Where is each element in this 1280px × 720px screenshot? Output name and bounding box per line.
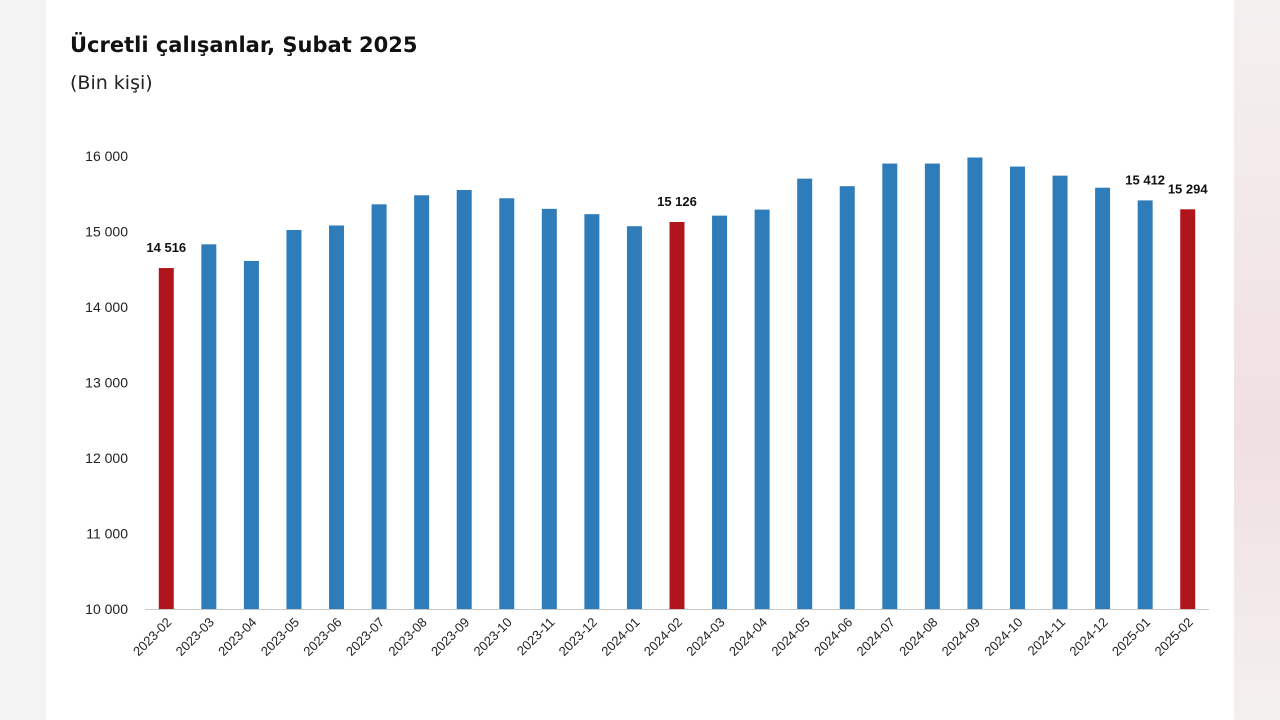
- data-label: 15 412: [1125, 172, 1165, 187]
- x-tick-label: 2024-08: [896, 615, 940, 659]
- bar: [924, 163, 940, 610]
- x-tick-label: 2024-04: [726, 615, 770, 659]
- x-tick-label: 2024-09: [939, 615, 983, 659]
- x-tick-label: 2025-02: [1151, 615, 1195, 659]
- x-tick-label: 2023-08: [385, 615, 429, 659]
- bar: [584, 214, 600, 609]
- x-tick-label: 2024-05: [768, 615, 812, 659]
- x-tick-label: 2023-05: [258, 615, 302, 659]
- x-tick-label: 2023-03: [173, 615, 217, 659]
- x-tick-label: 2024-06: [811, 615, 855, 659]
- x-tick-label: 2024-07: [854, 615, 898, 659]
- y-tick-label: 15 000: [85, 224, 128, 240]
- bar: [371, 204, 387, 609]
- x-tick-label: 2023-02: [130, 615, 174, 659]
- x-tick-label: 2024-11: [1024, 615, 1068, 659]
- bar: [1052, 175, 1068, 609]
- x-tick-label: 2023-09: [428, 615, 472, 659]
- x-tick-label: 2023-12: [556, 615, 600, 659]
- bar: [967, 157, 983, 609]
- x-tick-label: 2024-10: [981, 615, 1025, 659]
- bar: [839, 186, 855, 609]
- bar: [541, 208, 557, 609]
- y-tick-label: 12 000: [85, 450, 128, 466]
- x-tick-label: 2023-11: [514, 615, 558, 659]
- y-tick-label: 10 000: [85, 601, 128, 617]
- x-tick-label: 2023-10: [471, 615, 515, 659]
- y-tick-label: 13 000: [85, 375, 128, 391]
- bar: [754, 209, 770, 610]
- bar: [243, 260, 259, 609]
- x-tick-label: 2024-01: [598, 615, 642, 659]
- x-tick-label: 2023-07: [343, 615, 387, 659]
- bar: [1009, 166, 1025, 609]
- bar: [499, 198, 515, 609]
- y-tick-label: 11 000: [86, 526, 128, 542]
- data-label: 14 516: [146, 240, 186, 255]
- y-tick-label: 14 000: [85, 299, 128, 315]
- bar: [456, 189, 472, 609]
- bar: [1137, 200, 1153, 610]
- chart-title: Ücretli çalışanlar, Şubat 2025: [70, 33, 418, 57]
- y-tick-label: 16 000: [85, 148, 128, 164]
- bar: [201, 244, 217, 609]
- bar-highlight: [158, 268, 174, 609]
- background-edge: [1234, 0, 1280, 720]
- chart-subtitle: (Bin kişi): [70, 72, 153, 94]
- x-tick-label: 2023-04: [215, 615, 259, 659]
- x-tick-label: 2025-01: [1109, 615, 1153, 659]
- bar-highlight: [669, 221, 685, 609]
- data-label: 15 294: [1168, 181, 1209, 196]
- bar: [797, 178, 813, 609]
- bar: [882, 163, 898, 610]
- x-tick-label: 2024-12: [1066, 615, 1110, 659]
- x-tick-label: 2023-06: [300, 615, 344, 659]
- bar: [329, 225, 345, 609]
- bar: [1095, 187, 1111, 609]
- bar-highlight: [1180, 209, 1196, 610]
- bar: [286, 229, 302, 610]
- bar: [712, 215, 728, 609]
- bar: [414, 195, 430, 609]
- data-label: 15 126: [657, 194, 697, 209]
- x-tick-label: 2024-03: [683, 615, 727, 659]
- x-tick-label: 2024-02: [641, 615, 685, 659]
- bar: [626, 226, 642, 609]
